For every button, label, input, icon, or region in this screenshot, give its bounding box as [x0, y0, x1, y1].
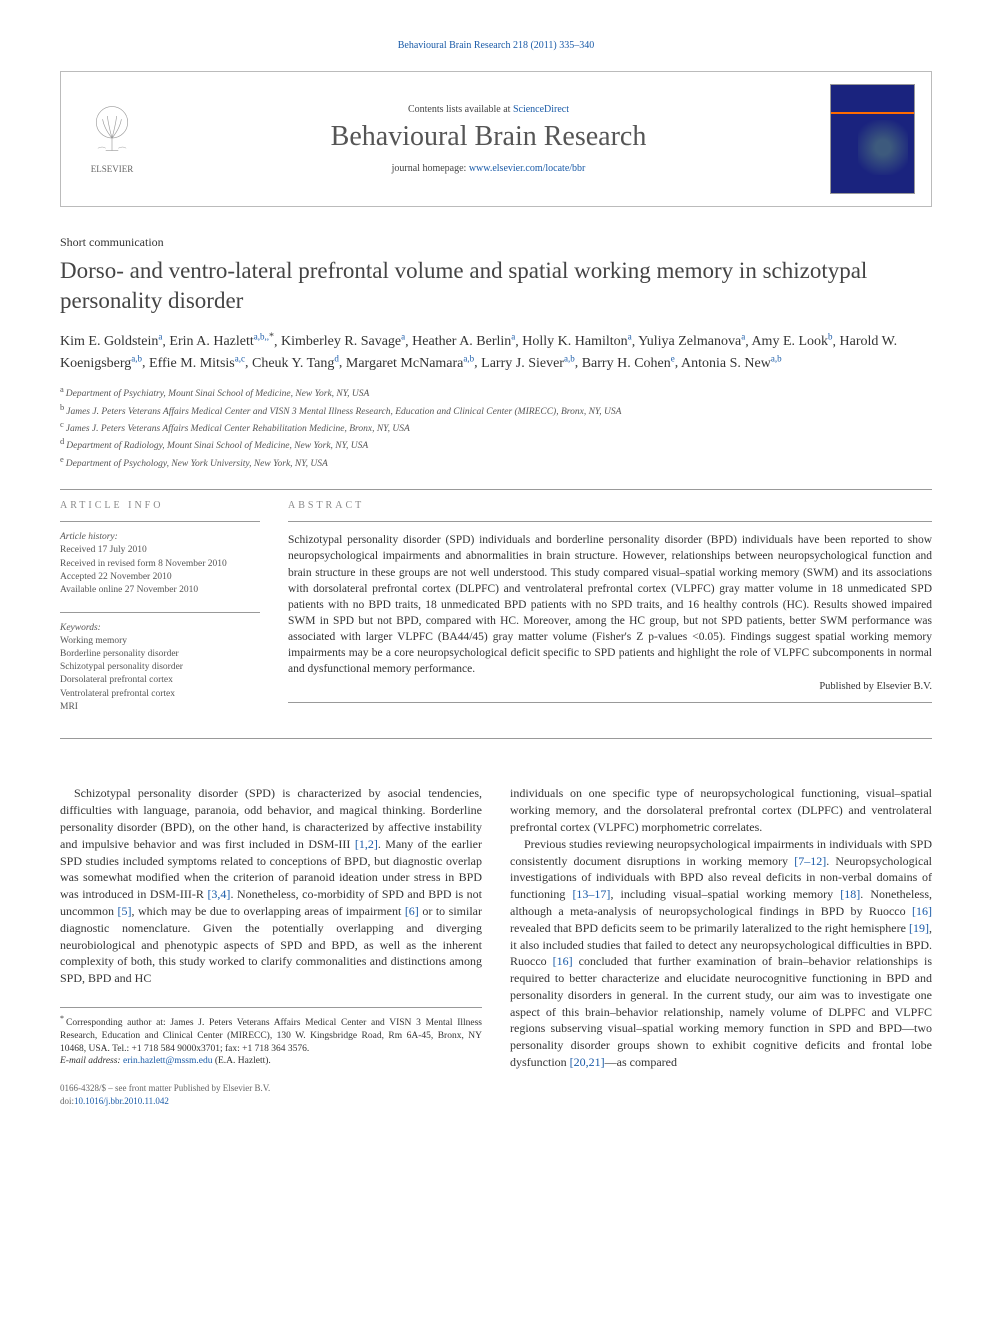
keyword: Borderline personality disorder [60, 648, 260, 661]
doi-prefix: doi: [60, 1096, 74, 1106]
journal-cover-thumbnail [830, 84, 915, 194]
doi-block: 0166-4328/$ – see front matter Published… [60, 1082, 482, 1107]
contents-prefix: Contents lists available at [408, 104, 513, 115]
citation-link[interactable]: [16] [912, 904, 932, 918]
author: Kim E. Goldsteina [60, 334, 162, 349]
citation-link[interactable]: [19] [909, 921, 929, 935]
author: Barry H. Cohene [582, 356, 675, 371]
article-info-column: ARTICLE INFO Article history: Received 1… [60, 500, 260, 728]
author: Heather A. Berlina [412, 334, 515, 349]
info-abstract-row: ARTICLE INFO Article history: Received 1… [60, 500, 932, 728]
author: Amy E. Lookb [751, 334, 832, 349]
abstract-column: ABSTRACT Schizotypal personality disorde… [288, 500, 932, 728]
doi-link[interactable]: 10.1016/j.bbr.2010.11.042 [74, 1096, 169, 1106]
homepage-prefix: journal homepage: [392, 163, 469, 174]
running-header: Behavioural Brain Research 218 (2011) 33… [60, 40, 932, 51]
abstract-copyright: Published by Elsevier B.V. [288, 681, 932, 692]
keyword: Dorsolateral prefrontal cortex [60, 674, 260, 687]
masthead-center: Contents lists available at ScienceDirec… [163, 104, 814, 174]
author: Cheuk Y. Tangd [252, 356, 339, 371]
affiliation: eDepartment of Psychology, New York Univ… [60, 454, 932, 471]
homepage-link[interactable]: www.elsevier.com/locate/bbr [469, 163, 586, 174]
citation-link[interactable]: [16] [553, 954, 573, 968]
citation-link[interactable]: [7–12] [794, 854, 826, 868]
publisher-name: ELSEVIER [91, 164, 134, 174]
citation-link[interactable]: [5] [118, 904, 132, 918]
divider [288, 521, 932, 522]
affiliation: cJames J. Peters Veterans Affairs Medica… [60, 419, 932, 436]
author: Margaret McNamaraa,b [346, 356, 474, 371]
keyword: Working memory [60, 635, 260, 648]
corresponding-text: Corresponding author at: James J. Peters… [60, 1018, 482, 1054]
history-label: Article history: [60, 532, 260, 542]
divider [60, 489, 932, 490]
abstract-head: ABSTRACT [288, 500, 932, 511]
affiliation: aDepartment of Psychiatry, Mount Sinai S… [60, 384, 932, 401]
history-line: Received 17 July 2010 [60, 544, 260, 557]
email-label: E-mail address: [60, 1056, 121, 1066]
author: Larry J. Sievera,b [481, 356, 575, 371]
front-matter-line: 0166-4328/$ – see front matter Published… [60, 1082, 482, 1095]
corresponding-author-note: *Corresponding author at: James J. Peter… [60, 1014, 482, 1056]
divider [60, 738, 932, 739]
affiliation-list: aDepartment of Psychiatry, Mount Sinai S… [60, 384, 932, 471]
author-email-link[interactable]: erin.hazlett@mssm.edu [123, 1056, 212, 1066]
body-column-left: Schizotypal personality disorder (SPD) i… [60, 785, 482, 1107]
footnotes: *Corresponding author at: James J. Peter… [60, 1007, 482, 1068]
elsevier-tree-icon [87, 105, 137, 160]
affiliation: bJames J. Peters Veterans Affairs Medica… [60, 402, 932, 419]
citation-link[interactable]: [18] [840, 887, 860, 901]
keyword: Schizotypal personality disorder [60, 661, 260, 674]
keywords-block: Keywords: Working memoryBorderline perso… [60, 623, 260, 715]
masthead: ELSEVIER Contents lists available at Sci… [60, 71, 932, 207]
history-line: Available online 27 November 2010 [60, 584, 260, 597]
citation-link[interactable]: [3,4] [207, 887, 230, 901]
author: Holly K. Hamiltona [522, 334, 631, 349]
citation-link[interactable]: [13–17] [572, 887, 610, 901]
body-paragraph: Previous studies reviewing neuropsycholo… [510, 836, 932, 1071]
keyword: Ventrolateral prefrontal cortex [60, 688, 260, 701]
article-history-block: Article history: Received 17 July 2010Re… [60, 532, 260, 597]
citation-link[interactable]: [6] [405, 904, 419, 918]
body-paragraph: individuals on one specific type of neur… [510, 785, 932, 835]
citation-link[interactable]: [1,2] [355, 837, 378, 851]
running-header-link[interactable]: Behavioural Brain Research 218 (2011) 33… [398, 40, 595, 51]
body-two-column: Schizotypal personality disorder (SPD) i… [60, 785, 932, 1107]
citation-link[interactable]: [20,21] [570, 1055, 605, 1069]
contents-line: Contents lists available at ScienceDirec… [163, 104, 814, 115]
asterisk-icon: * [60, 1014, 64, 1023]
body-paragraph: Schizotypal personality disorder (SPD) i… [60, 785, 482, 987]
keywords-label: Keywords: [60, 623, 260, 633]
doi-line: doi:10.1016/j.bbr.2010.11.042 [60, 1095, 482, 1108]
divider [60, 521, 260, 522]
history-line: Received in revised form 8 November 2010 [60, 558, 260, 571]
author: Erin A. Hazletta,b,,* [169, 334, 274, 349]
email-line: E-mail address: erin.hazlett@mssm.edu (E… [60, 1055, 482, 1068]
article-type: Short communication [60, 235, 932, 250]
article-title: Dorso- and ventro-lateral prefrontal vol… [60, 256, 932, 316]
author-list: Kim E. Goldsteina, Erin A. Hazletta,b,,*… [60, 330, 932, 374]
sciencedirect-link[interactable]: ScienceDirect [513, 104, 569, 115]
divider [60, 612, 260, 613]
history-line: Accepted 22 November 2010 [60, 571, 260, 584]
article-info-head: ARTICLE INFO [60, 500, 260, 511]
author: Yuliya Zelmanovaa [638, 334, 745, 349]
body-column-right: individuals on one specific type of neur… [510, 785, 932, 1107]
publisher-logo: ELSEVIER [77, 99, 147, 179]
author: Kimberley R. Savagea [281, 334, 405, 349]
author: Antonia S. Newa,b [681, 356, 782, 371]
page: Behavioural Brain Research 218 (2011) 33… [0, 0, 992, 1147]
affiliation: dDepartment of Radiology, Mount Sinai Sc… [60, 436, 932, 453]
email-attribution: (E.A. Hazlett). [215, 1056, 271, 1066]
author: Effie M. Mitsisa,c [149, 356, 245, 371]
divider [288, 702, 932, 703]
homepage-line: journal homepage: www.elsevier.com/locat… [163, 163, 814, 174]
journal-name: Behavioural Brain Research [163, 121, 814, 153]
abstract-text: Schizotypal personality disorder (SPD) i… [288, 532, 932, 677]
keyword: MRI [60, 701, 260, 714]
